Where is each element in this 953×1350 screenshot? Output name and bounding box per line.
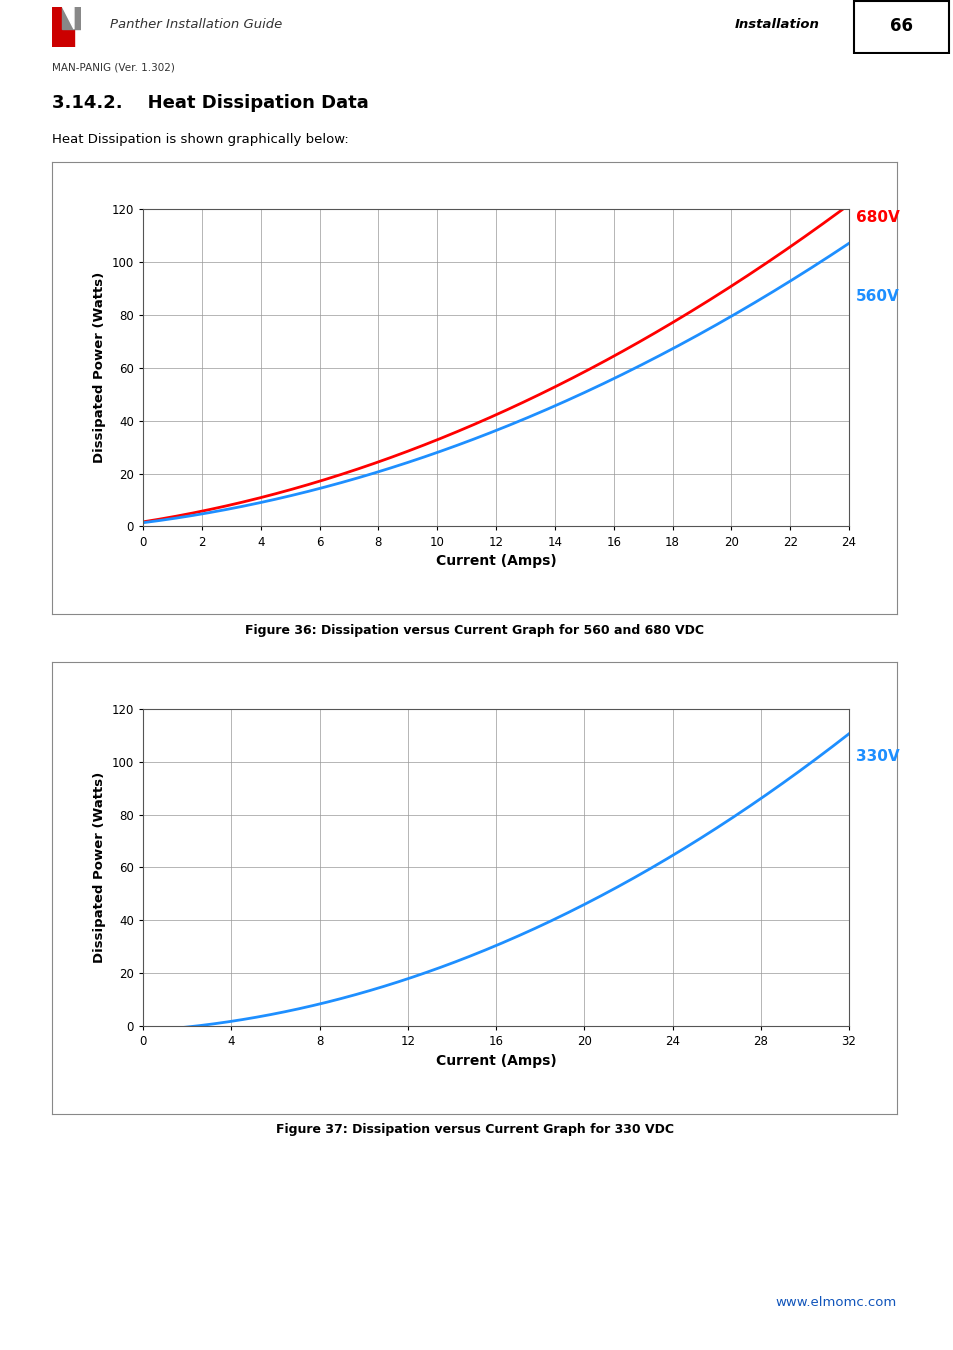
Text: Heat Dissipation is shown graphically below:: Heat Dissipation is shown graphically be…: [52, 132, 349, 146]
Text: Figure 36: Dissipation versus Current Graph for 560 and 680 VDC: Figure 36: Dissipation versus Current Gr…: [245, 624, 703, 637]
X-axis label: Current (Amps): Current (Amps): [436, 554, 556, 568]
Text: 330V: 330V: [855, 749, 899, 764]
Text: Installation: Installation: [734, 18, 819, 31]
X-axis label: Current (Amps): Current (Amps): [436, 1053, 556, 1068]
Text: MAN-PANIG (Ver. 1.302): MAN-PANIG (Ver. 1.302): [52, 62, 175, 73]
Text: 560V: 560V: [855, 289, 899, 304]
Text: 680V: 680V: [855, 209, 899, 224]
Text: 66: 66: [889, 18, 912, 35]
Y-axis label: Dissipated Power (Watts): Dissipated Power (Watts): [93, 273, 106, 463]
Bar: [853, 1, 948, 53]
Text: 3.14.2.    Heat Dissipation Data: 3.14.2. Heat Dissipation Data: [52, 93, 369, 112]
Polygon shape: [62, 7, 73, 30]
Text: Figure 37: Dissipation versus Current Graph for 330 VDC: Figure 37: Dissipation versus Current Gr…: [275, 1123, 673, 1137]
Text: Panther Installation Guide: Panther Installation Guide: [110, 18, 282, 31]
Bar: [52, 7, 73, 47]
Text: www.elmomc.com: www.elmomc.com: [775, 1296, 896, 1310]
Bar: [62, 7, 81, 30]
Y-axis label: Dissipated Power (Watts): Dissipated Power (Watts): [93, 772, 106, 963]
